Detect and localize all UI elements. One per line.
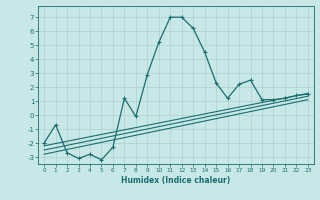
X-axis label: Humidex (Indice chaleur): Humidex (Indice chaleur) [121, 176, 231, 185]
